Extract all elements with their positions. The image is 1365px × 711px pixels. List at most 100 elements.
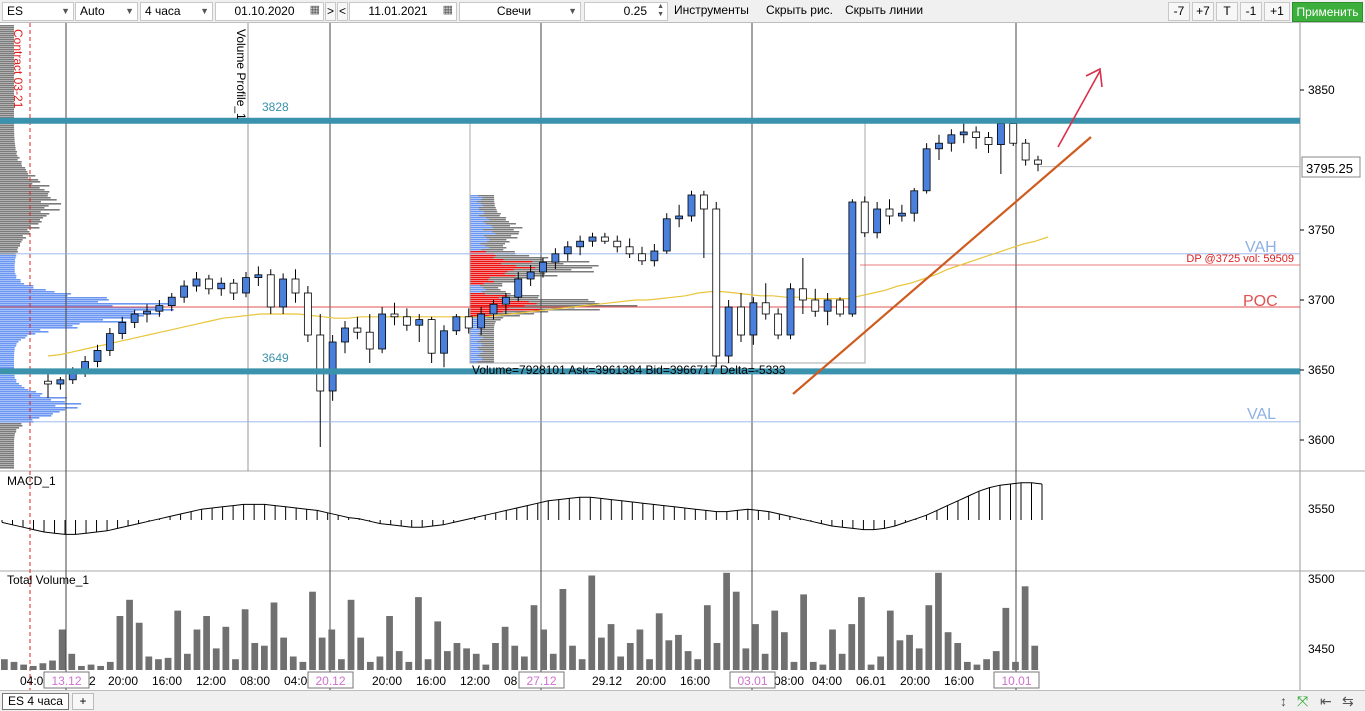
- profile-bar: [0, 193, 49, 195]
- profile-bar: [0, 181, 41, 183]
- volume-bar: [607, 624, 615, 670]
- profile-bar: [0, 87, 15, 89]
- calendar-icon[interactable]: ▦: [309, 4, 320, 16]
- profile-bar: [0, 155, 18, 157]
- profile-bar: [0, 159, 18, 161]
- profile-bar-split: [470, 289, 486, 291]
- profile-bar: [470, 231, 520, 233]
- candle-body: [1009, 123, 1018, 144]
- profile-bar: [0, 133, 15, 135]
- minus7-button[interactable]: -7: [1168, 2, 1190, 21]
- profile-bar: [470, 229, 514, 231]
- profile-bar: [0, 329, 41, 331]
- hide-lines-button[interactable]: Скрыть линии: [845, 3, 924, 17]
- profile-bar-split: [470, 233, 496, 235]
- date-marker-label: 20.12: [315, 674, 345, 688]
- profile-bar-split: [470, 333, 478, 335]
- profile-bar-split: [470, 257, 494, 259]
- candle-body: [192, 278, 201, 287]
- profile-bar: [0, 415, 52, 417]
- volume-bar: [617, 656, 625, 670]
- profile-bar: [0, 199, 57, 201]
- profile-bar: [0, 311, 135, 313]
- volume-bar: [886, 610, 894, 670]
- add-tab-button[interactable]: +: [72, 693, 94, 710]
- minus1-button[interactable]: -1: [1240, 2, 1262, 21]
- chart-area[interactable]: 3600 3650 3700 3750 3850 3450 3500 3550 04:0 2 20…: [0, 23, 1365, 690]
- profile-bar-split: [470, 301, 529, 303]
- profile-bar: [470, 237, 518, 239]
- profile-bar-split: [470, 361, 478, 363]
- scale-select[interactable]: Auto ▼: [75, 2, 138, 21]
- profile-bar-split: [470, 237, 487, 239]
- symbol-select[interactable]: ES ▼: [2, 2, 74, 21]
- profile-bar: [0, 55, 14, 57]
- volume-bar: [68, 653, 76, 670]
- date-marker-label: 13.12: [51, 674, 81, 688]
- profile-bar: [470, 199, 495, 201]
- scroll-left-icon[interactable]: ⇤: [1320, 693, 1332, 709]
- profile-bar: [0, 319, 104, 321]
- profile-bar: [0, 387, 25, 389]
- chart-type-select[interactable]: Свечи ▼: [459, 2, 581, 21]
- profile-bar: [0, 433, 15, 435]
- profile-bar: [0, 407, 78, 409]
- profile-bar: [470, 273, 546, 275]
- chevron-down-icon: ▼: [125, 6, 134, 16]
- profile-bar: [0, 267, 15, 269]
- chevron-down-icon: ▼: [200, 6, 209, 16]
- profile-bar: [0, 315, 144, 317]
- calendar-icon[interactable]: ▦: [442, 4, 453, 16]
- volume-bar: [858, 597, 865, 670]
- profile-bar: [0, 169, 26, 171]
- candle-body: [353, 327, 362, 333]
- trend-line: [792, 136, 1092, 395]
- apply-button[interactable]: Применить: [1292, 2, 1363, 22]
- fit-screen-icon[interactable]: ⤧: [1297, 693, 1309, 709]
- vah-label: VAH: [1245, 239, 1277, 256]
- profile-bar: [0, 101, 15, 103]
- hide-drawings-button[interactable]: Скрыть рис.: [766, 3, 834, 17]
- scale-value: Auto: [80, 4, 105, 18]
- profile-bar-split: [470, 263, 502, 265]
- t-button[interactable]: T: [1216, 2, 1238, 21]
- profile-bar-split: [470, 235, 484, 237]
- profile-bar: [0, 83, 15, 85]
- candle-body: [155, 305, 164, 312]
- volume-bar: [761, 653, 769, 670]
- next-button[interactable]: >: [325, 2, 336, 21]
- drawings: [792, 67, 1103, 395]
- profile-bar: [0, 305, 113, 307]
- profile-bar: [470, 259, 543, 261]
- profile-bar: [0, 241, 22, 243]
- chart-tab[interactable]: ES 4 часа: [2, 693, 69, 710]
- profile-bar: [0, 317, 137, 319]
- macd-pane: [1, 482, 1043, 535]
- plus1-button[interactable]: +1: [1264, 2, 1290, 21]
- indicator-tick-label: 3550: [1308, 502, 1335, 516]
- profile-bar: [0, 293, 71, 295]
- date-from-field[interactable]: 01.10.2020 ▦: [215, 2, 324, 21]
- step-stepper[interactable]: 0.25 ▲ ▼: [584, 2, 668, 21]
- profile-bar: [0, 111, 15, 113]
- volume-bar: [790, 661, 798, 670]
- prev-button[interactable]: <: [337, 2, 348, 21]
- volume-bar: [501, 626, 509, 670]
- plus7-button[interactable]: +7: [1192, 2, 1214, 21]
- profile-bar: [0, 67, 14, 69]
- instruments-button[interactable]: Инструменты: [674, 3, 749, 17]
- profile-bar-split: [470, 225, 492, 227]
- time-tick-label: 08: [504, 674, 518, 688]
- scroll-right-icon[interactable]: ⇆: [1342, 693, 1354, 709]
- date-to-field[interactable]: 11.01.2021 ▦: [349, 2, 457, 21]
- profile-bar: [0, 139, 15, 141]
- profile-bar: [0, 233, 31, 235]
- candle-body: [724, 306, 733, 357]
- profile-bar-split: [470, 291, 482, 293]
- date-marker-box: [729, 671, 776, 689]
- candle-body: [316, 334, 325, 392]
- vertical-resize-icon[interactable]: ↕: [1280, 693, 1287, 709]
- timeframe-select[interactable]: 4 часа ▼: [140, 2, 213, 21]
- stepper-arrows-icon[interactable]: ▲ ▼: [657, 3, 664, 18]
- profile-bar: [470, 227, 523, 229]
